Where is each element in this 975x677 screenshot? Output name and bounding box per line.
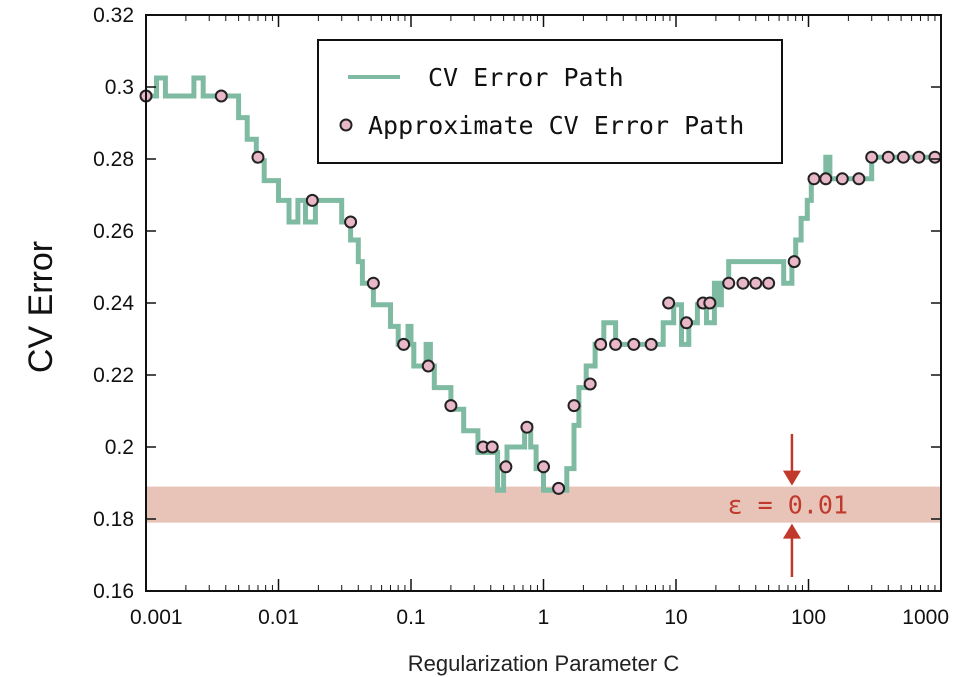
approx-cv-error-point bbox=[499, 460, 513, 474]
approx-cv-error-point bbox=[552, 481, 566, 495]
approx-cv-error-point bbox=[485, 440, 499, 454]
epsilon-annotation: ε = 0.01 bbox=[728, 434, 848, 577]
approx-cv-error-point bbox=[520, 420, 534, 434]
marker-layer bbox=[139, 89, 942, 495]
x-tick-label: 1 bbox=[538, 606, 550, 629]
approx-cv-error-point bbox=[787, 255, 801, 269]
approx-cv-error-point bbox=[749, 276, 763, 290]
x-tick-label: 10 bbox=[664, 606, 687, 629]
y-axis-label: CV Error bbox=[22, 241, 60, 373]
approx-cv-error-point bbox=[214, 89, 228, 103]
approx-cv-error-point bbox=[305, 193, 319, 207]
legend-entry-approximate-cv-error-path: Approximate CV Error Path bbox=[368, 111, 744, 140]
arrow-down-icon bbox=[782, 470, 801, 486]
approx-cv-error-point bbox=[366, 276, 380, 290]
approx-cv-error-point bbox=[835, 172, 849, 186]
x-tick-label: 100 bbox=[791, 606, 826, 629]
approx-cv-error-point bbox=[609, 337, 623, 351]
x-tick-label: 1000 bbox=[902, 606, 949, 629]
y-tick-label: 0.32 bbox=[93, 4, 134, 27]
approx-cv-error-point bbox=[762, 276, 776, 290]
legend-entry-cv-error-path: CV Error Path bbox=[428, 63, 624, 92]
approx-cv-error-point bbox=[819, 172, 833, 186]
approx-cv-error-point bbox=[594, 337, 608, 351]
approx-cv-error-point bbox=[896, 150, 910, 164]
epsilon-label: ε = 0.01 bbox=[728, 491, 848, 520]
approx-cv-error-point bbox=[397, 337, 411, 351]
approx-cv-error-point bbox=[912, 150, 926, 164]
y-tick-label: 0.16 bbox=[93, 580, 134, 603]
approx-cv-error-point bbox=[583, 377, 597, 391]
approx-cv-error-point bbox=[644, 337, 658, 351]
legend-box bbox=[317, 39, 783, 164]
approx-cv-error-point bbox=[679, 316, 693, 330]
y-tick-label: 0.24 bbox=[93, 292, 134, 315]
approx-cv-error-point bbox=[421, 359, 435, 373]
y-tick-label: 0.2 bbox=[105, 436, 134, 459]
approx-cv-error-point bbox=[344, 215, 358, 229]
y-tick-label: 0.26 bbox=[93, 220, 134, 243]
approx-cv-error-point bbox=[251, 150, 265, 164]
y-tick-label: 0.18 bbox=[93, 508, 134, 531]
legend-marker-swatch bbox=[339, 118, 353, 132]
y-tick-label: 0.22 bbox=[93, 364, 134, 387]
x-tick-label: 0.001 bbox=[130, 606, 183, 629]
x-tick-label: 0.01 bbox=[258, 606, 299, 629]
approx-cv-error-point bbox=[537, 460, 550, 474]
approx-cv-error-point bbox=[627, 337, 641, 351]
y-tick-label: 0.3 bbox=[105, 76, 134, 99]
x-axis-label: Regularization Parameter C bbox=[408, 651, 680, 676]
x-tick-label: 0.1 bbox=[396, 606, 425, 629]
approx-cv-error-point bbox=[881, 150, 895, 164]
approx-cv-error-point bbox=[807, 172, 821, 186]
approx-cv-error-point bbox=[736, 276, 750, 290]
approx-cv-error-point bbox=[444, 399, 458, 413]
approx-cv-error-point bbox=[567, 399, 581, 413]
approx-cv-error-point bbox=[703, 296, 717, 310]
approx-cv-error-point bbox=[865, 150, 879, 164]
approx-cv-error-point bbox=[852, 172, 866, 186]
arrow-up-icon bbox=[782, 523, 801, 539]
legend: CV Error Path Approximate CV Error Path bbox=[317, 39, 783, 164]
approx-cv-error-point bbox=[722, 276, 736, 290]
y-tick-label: 0.28 bbox=[93, 148, 134, 171]
approx-cv-error-point bbox=[928, 150, 942, 164]
tick-layer: 0.16 0.18 0.2 0.22 0.24 0.26 0.28 0.3 0.32 0.001 0… bbox=[93, 4, 949, 629]
approx-cv-error-point bbox=[662, 296, 676, 310]
